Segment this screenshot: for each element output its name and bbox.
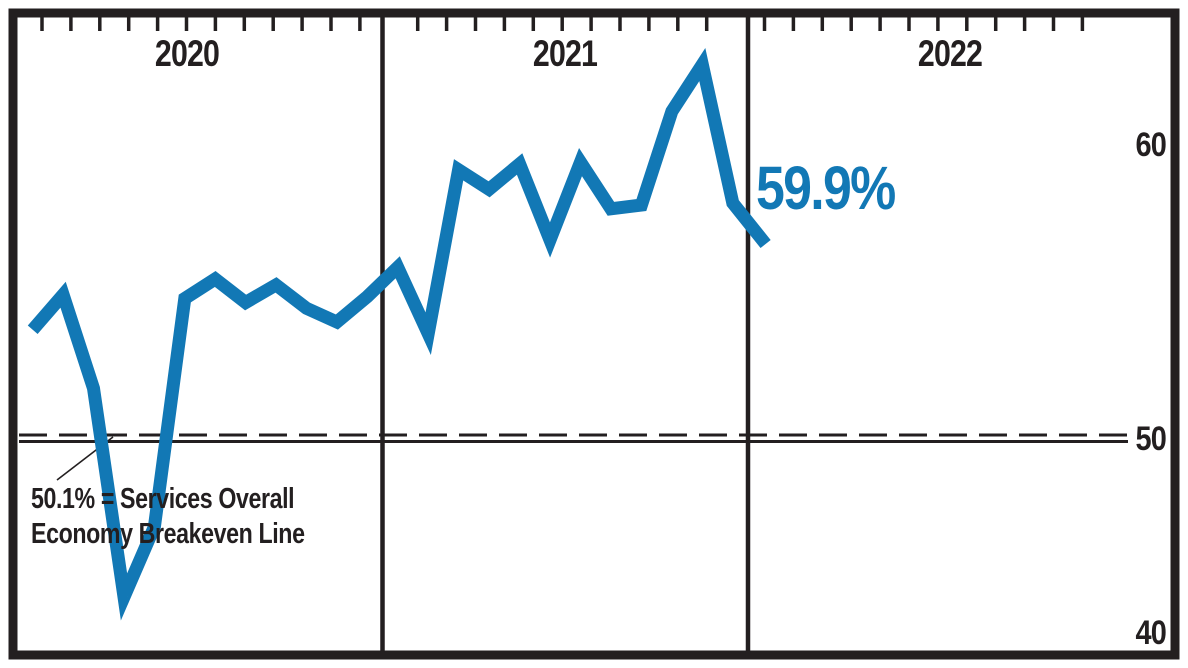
last-value-callout: 59.9% xyxy=(756,154,896,222)
breakeven-annotation-line2: Economy Breakeven Line xyxy=(31,518,305,551)
y-axis-tick-label-40: 40 xyxy=(1135,614,1167,652)
breakeven-annotation-line1: 50.1% = Services Overall xyxy=(31,483,295,515)
year-label-2022: 2022 xyxy=(917,33,983,74)
year-label-2021: 2021 xyxy=(532,33,598,74)
y-axis-tick-label-50: 50 xyxy=(1135,420,1167,458)
y-axis-tick-label-60: 60 xyxy=(1135,126,1167,164)
breakeven-annotation: 50.1% = Services Overall Economy Breakev… xyxy=(31,482,305,553)
chart-frame xyxy=(8,8,1180,660)
year-label-2020: 2020 xyxy=(154,33,220,74)
pmi-data-line xyxy=(27,48,771,621)
